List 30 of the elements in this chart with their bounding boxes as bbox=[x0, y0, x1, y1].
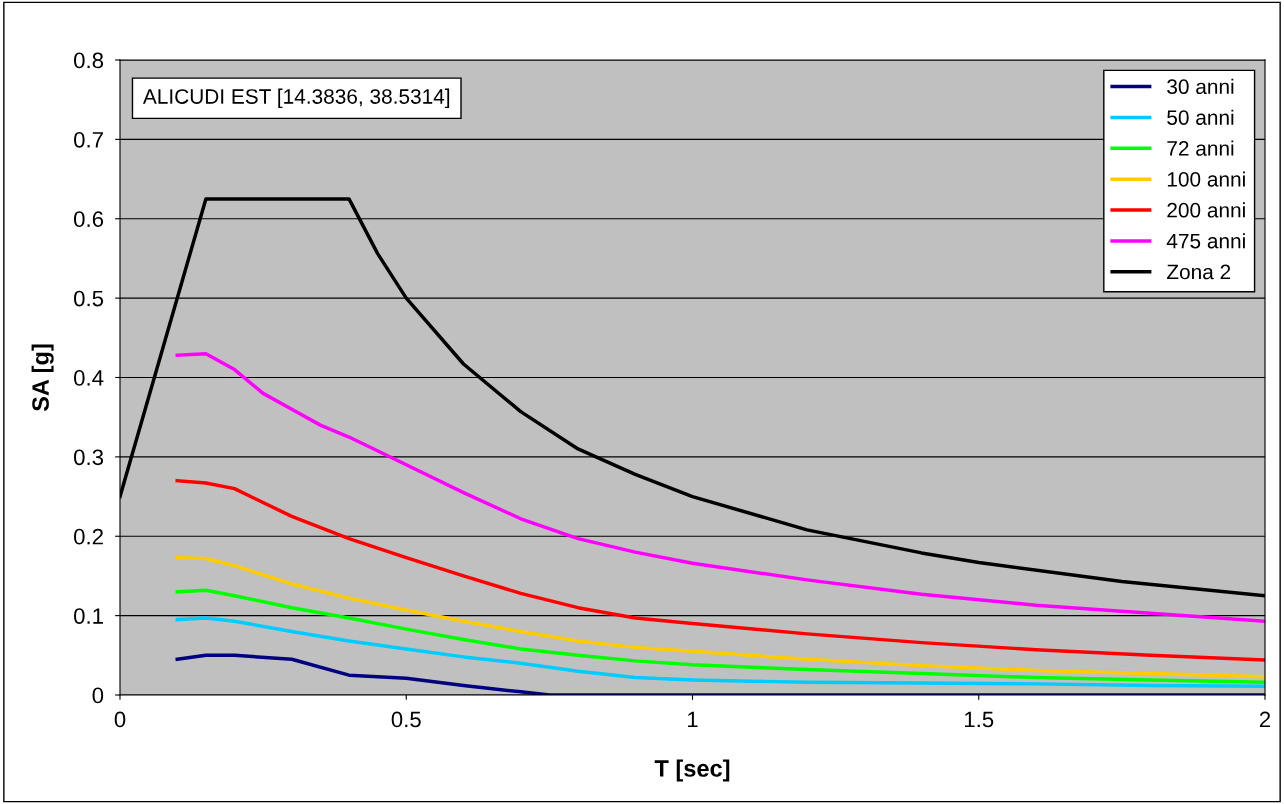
x-tick-label: 0 bbox=[114, 711, 126, 728]
x-tick-label: 0.5 bbox=[391, 711, 421, 728]
line-series bbox=[175, 555, 1265, 679]
line-series bbox=[175, 478, 1265, 662]
y-tick-label: 0.5 bbox=[74, 290, 104, 307]
y-axis-title: SA [g] bbox=[31, 344, 54, 412]
line-series bbox=[175, 351, 1265, 623]
y-tick-label: 0.3 bbox=[74, 449, 104, 466]
x-tick-label: 2 bbox=[1259, 711, 1271, 728]
legend-label: 475 anni bbox=[1166, 233, 1245, 249]
annotation: ALICUDI EST [14.3836, 38.5314] bbox=[142, 88, 450, 108]
legend-label: Zona 2 bbox=[1166, 264, 1231, 280]
y-tick-label: 0.4 bbox=[74, 370, 104, 386]
y-tick-label: 0 bbox=[92, 687, 104, 704]
x-tick-label: 1 bbox=[688, 711, 698, 728]
legend-label: 100 anni bbox=[1167, 171, 1245, 187]
legend-label: 50 anni bbox=[1167, 109, 1234, 125]
legend-label: 72 anni bbox=[1167, 140, 1234, 156]
line-series bbox=[175, 616, 1265, 689]
legend-label: 200 anni bbox=[1167, 202, 1245, 218]
y-tick-label: 0.2 bbox=[74, 528, 103, 545]
y-tick-label: 0.1 bbox=[74, 608, 103, 624]
y-tick-label: 0.6 bbox=[74, 211, 104, 228]
x-tick-label: 1.5 bbox=[965, 711, 994, 728]
legend-label: 30 anni bbox=[1167, 78, 1234, 95]
x-axis-title: T [sec] bbox=[654, 759, 730, 782]
line-series bbox=[175, 588, 1265, 685]
y-tick-label: 0.8 bbox=[74, 52, 104, 69]
y-tick-label: 0.7 bbox=[74, 131, 103, 148]
line-series bbox=[175, 653, 1265, 695]
